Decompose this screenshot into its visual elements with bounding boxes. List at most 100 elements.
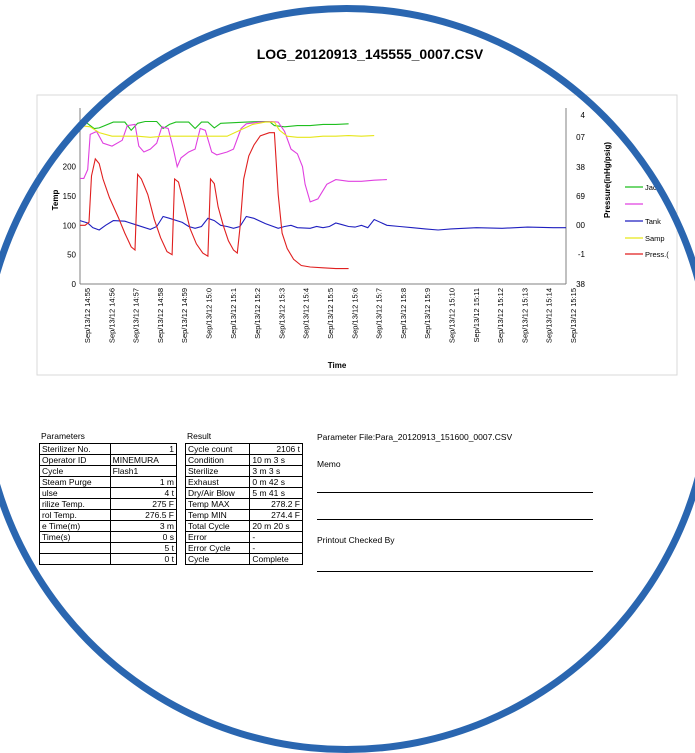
- result-row: Temp MAX 278.2 F: [184, 498, 303, 510]
- x-tick-labels: Sep/13/12 14:55 Sep/13/12 14:56 Sep/13/12 …: [83, 288, 578, 343]
- y-right-tick-label: 00: [576, 221, 585, 230]
- y-left-ticks: 0 50 100 150 200: [63, 163, 77, 289]
- result-row-value: 5 m 41 s: [249, 487, 303, 499]
- result-heading: Result: [187, 431, 212, 441]
- parameters-row: rilize Temp. 275 F: [39, 498, 178, 510]
- y-right-tick-label: -1: [578, 250, 586, 259]
- result-row-value: 278.2 F: [249, 498, 303, 510]
- result-row-label: Condition: [184, 454, 251, 466]
- result-row-label: Total Cycle: [184, 520, 251, 532]
- result-row: Exhaust 0 m 42 s: [184, 476, 303, 488]
- parameter-file-label: Parameter File:Para_20120913_151600_0007…: [317, 432, 513, 442]
- result-row: Temp MIN 274.4 F: [184, 509, 303, 521]
- series-line-2: [79, 215, 566, 231]
- x-tick-label: Sep/13/12 15:10: [448, 288, 457, 343]
- y-right-ticks: 38 -1 00 69 38 07 4: [576, 111, 585, 289]
- result-row: Condition 10 m 3 s: [184, 454, 303, 466]
- legend-label: Jac: [645, 183, 657, 192]
- legend-label: Tank: [645, 217, 661, 226]
- series-line-0: [80, 120, 349, 132]
- parameters-row-value: MINEMURA: [109, 454, 178, 466]
- parameters-row: Cycle Flash1: [39, 465, 178, 477]
- log-chart: 0 50 100 150 200 38 -1 00 69 38 07 4 Sep/13/12 14:…: [36, 94, 678, 376]
- parameters-row-label: Cycle: [39, 465, 111, 477]
- y-left-tick-label: 200: [63, 163, 77, 172]
- x-tick-label: Sep/13/12 15:6: [350, 288, 359, 339]
- y-right-tick-label: 07: [576, 133, 585, 142]
- x-tick-label: Sep/13/12 14:59: [180, 288, 189, 343]
- parameters-row: rol Temp. 276.5 F: [39, 509, 178, 521]
- x-tick-label: Sep/13/12 14:56: [107, 288, 116, 343]
- y-left-tick-label: 150: [63, 192, 77, 201]
- legend: Jac Tank Samp Press.(: [625, 183, 669, 259]
- parameters-row: 0 t: [39, 553, 178, 565]
- result-row-value: Complete: [249, 553, 303, 565]
- x-tick-label: Sep/13/12 15:8: [399, 288, 408, 339]
- parameters-table: Sterilizer No. 1 Operator ID MINEMURA Cycle F…: [39, 443, 178, 565]
- result-row-value: 0 m 42 s: [249, 476, 303, 488]
- result-row-label: Sterilize: [184, 465, 251, 477]
- result-row: Sterilize 3 m 3 s: [184, 465, 303, 477]
- result-row-label: Exhaust: [184, 476, 251, 488]
- result-row-value: -: [249, 531, 303, 543]
- x-tick-label: Sep/13/12 15:14: [545, 288, 554, 343]
- parameters-row: Operator ID MINEMURA: [39, 454, 178, 466]
- parameters-row-label: [39, 542, 111, 554]
- x-tick-label: Sep/13/12 15:15: [569, 288, 578, 343]
- parameters-row: ulse 4 t: [39, 487, 178, 499]
- parameters-heading: Parameters: [41, 431, 85, 441]
- result-row-label: Error: [184, 531, 251, 543]
- x-tick-label: Sep/13/12 15:4: [302, 288, 311, 339]
- y-right-tick-label: 38: [576, 163, 585, 172]
- parameters-row-label: e Time(m): [39, 520, 111, 532]
- parameters-row-label: Sterilizer No.: [39, 443, 111, 455]
- result-row-value: -: [249, 542, 303, 554]
- parameters-row-value: 0 s: [109, 531, 178, 543]
- parameters-row-label: rilize Temp.: [39, 498, 111, 510]
- x-tick-label: Sep/13/12 14:58: [156, 288, 165, 343]
- parameters-row: Steam Purge 1 m: [39, 476, 178, 488]
- x-tick-label: Sep/13/12 15:5: [326, 288, 335, 339]
- parameters-row-value: 1: [109, 443, 178, 455]
- memo-line-1: [317, 492, 593, 493]
- parameters-row-value: 276.5 F: [109, 509, 178, 521]
- y-right-tick-label: 69: [576, 192, 585, 201]
- parameters-row-value: 275 F: [109, 498, 178, 510]
- signature-line: [317, 571, 593, 572]
- parameters-row-label: rol Temp.: [39, 509, 111, 521]
- parameters-row-value: Flash1: [109, 465, 178, 477]
- parameters-row: Time(s) 0 s: [39, 531, 178, 543]
- x-tick-label: Sep/13/12 15:12: [496, 288, 505, 343]
- x-tick-label: Sep/13/12 14:57: [132, 288, 141, 343]
- x-tick-label: Sep/13/12 15:11: [472, 288, 481, 343]
- result-row-value: 20 m 20 s: [249, 520, 303, 532]
- result-row-label: Cycle: [184, 553, 251, 565]
- x-tick-label: Sep/13/12 15:13: [520, 288, 529, 343]
- result-table: Cycle count 2106 t Condition 10 m 3 s Steril…: [184, 443, 303, 565]
- series-group: [79, 120, 566, 270]
- x-tick-label: Sep/13/12 15:1: [229, 288, 238, 339]
- series-line-4: [80, 132, 349, 270]
- result-row: Cycle count 2106 t: [184, 443, 303, 455]
- result-row-value: 10 m 3 s: [249, 454, 303, 466]
- parameters-row: e Time(m) 3 m: [39, 520, 178, 532]
- result-row-value: 3 m 3 s: [249, 465, 303, 477]
- chart-title: LOG_20120913_145555_0007.CSV: [256, 46, 484, 62]
- series-line-1: [80, 120, 387, 203]
- parameters-row-label: Operator ID: [39, 454, 111, 466]
- result-row: Error -: [184, 531, 303, 543]
- x-tick-label: Sep/13/12 14:55: [83, 288, 92, 343]
- result-row-value: 274.4 F: [249, 509, 303, 521]
- parameters-row-label: Time(s): [39, 531, 111, 543]
- y-left-tick-label: 100: [63, 221, 77, 230]
- x-axis-label: Time: [328, 361, 347, 370]
- y-left-tick-label: 0: [72, 280, 77, 289]
- result-row: Cycle Complete: [184, 553, 303, 565]
- result-row-label: Temp MIN: [184, 509, 251, 521]
- result-row-label: Temp MAX: [184, 498, 251, 510]
- result-row: Error Cycle -: [184, 542, 303, 554]
- parameters-row-label: ulse: [39, 487, 111, 499]
- parameters-row-value: 1 m: [109, 476, 178, 488]
- y-right-tick-label: 38: [576, 280, 585, 289]
- parameters-row-label: Steam Purge: [39, 476, 111, 488]
